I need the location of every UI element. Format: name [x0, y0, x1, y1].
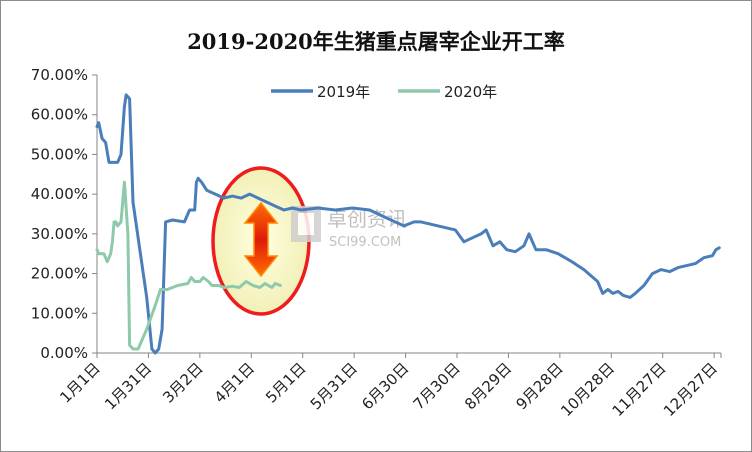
y-tick-label: 60.00%	[31, 106, 88, 124]
x-tick-label: 6月30日	[358, 359, 412, 413]
y-tick-label: 40.00%	[31, 185, 88, 203]
legend: 2019年 2020年	[271, 83, 497, 101]
x-tick-label: 12月27日	[660, 359, 721, 420]
x-tick-label: 7月30日	[410, 359, 464, 413]
watermark-logo-inner	[298, 213, 314, 235]
x-tick-label: 3月2日	[159, 359, 206, 406]
legend-label-2019: 2019年	[317, 83, 370, 101]
y-tick-label: 10.00%	[31, 304, 88, 322]
x-tick-label: 5月1日	[262, 359, 309, 406]
plot-area	[95, 93, 721, 355]
x-tick-label: 11月27日	[609, 359, 670, 420]
x-tick-label: 1月1日	[56, 359, 103, 406]
x-tick-label: 8月29日	[461, 359, 515, 413]
series-line-2020年	[95, 180, 282, 351]
watermark-text-en: SCI99.COM	[329, 235, 401, 250]
x-tick-label: 5月31日	[307, 359, 361, 413]
legend-label-2020: 2020年	[444, 83, 497, 101]
y-tick-label: 30.00%	[31, 225, 88, 243]
chart-title: 2019-2020年生猪重点屠宰企业开工率	[187, 29, 565, 54]
series-line-2019年	[95, 93, 721, 355]
y-tick-label: 70.00%	[31, 66, 88, 84]
x-tick-label: 10月28日	[557, 359, 618, 420]
double-arrow-icon	[243, 201, 279, 278]
x-tick-label: 4月1日	[211, 359, 258, 406]
y-tick-label: 20.00%	[31, 265, 88, 283]
x-tick-label: 1月31日	[101, 359, 155, 413]
y-tick-label: 50.00%	[31, 145, 88, 163]
y-tick-label: 0.00%	[40, 344, 88, 362]
